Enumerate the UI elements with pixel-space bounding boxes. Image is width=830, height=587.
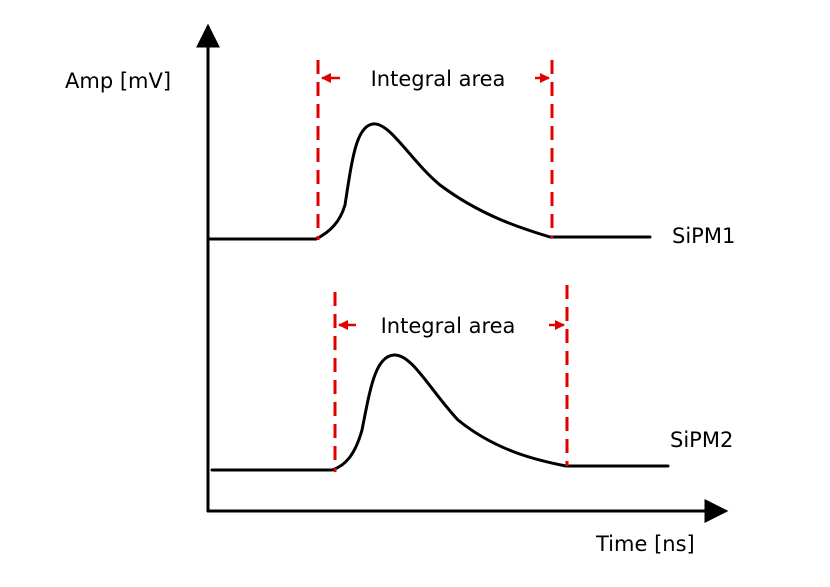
y-axis-label: Amp [mV]	[65, 69, 171, 93]
waveform	[208, 122, 652, 241]
window-label: Integral area	[381, 314, 516, 338]
signal-label: SiPM1	[672, 224, 735, 248]
waveform	[210, 353, 670, 472]
signal-label: SiPM2	[670, 428, 733, 452]
window-label: Integral area	[371, 67, 506, 91]
x-axis-label: Time [ns]	[595, 532, 695, 556]
